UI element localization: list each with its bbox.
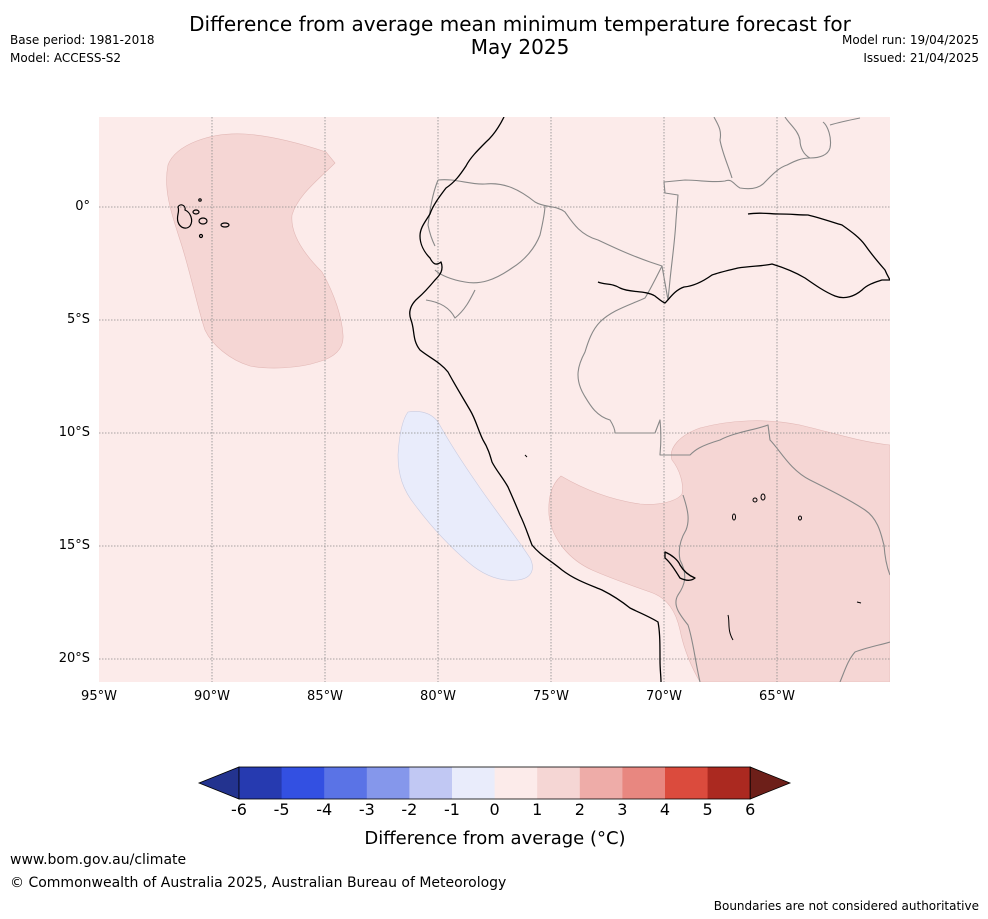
colorbar-tick-label: -2 bbox=[401, 800, 418, 819]
website-link[interactable]: www.bom.gov.au/climate bbox=[10, 852, 187, 868]
colorbar-swatch bbox=[324, 767, 368, 799]
colorbar-extend-high bbox=[749, 766, 792, 800]
lon-label-75w: 75°W bbox=[533, 689, 569, 704]
lat-label-15s: 15°S bbox=[58, 538, 90, 553]
colorbar-swatch bbox=[579, 767, 623, 799]
model-run: Model run: 19/04/2025 bbox=[841, 33, 979, 47]
lat-label-20s: 20°S bbox=[58, 651, 90, 666]
title-line-2: May 2025 bbox=[470, 35, 570, 59]
colorbar-swatch bbox=[409, 767, 453, 799]
colorbar-label: Difference from average (°C) bbox=[364, 828, 626, 849]
colorbar-tick-label: -3 bbox=[358, 800, 375, 819]
coastline bbox=[409, 117, 890, 682]
country-borders bbox=[425, 117, 890, 682]
lat-label-0: 0° bbox=[75, 199, 90, 214]
colorbar-swatch bbox=[494, 767, 538, 799]
colorbar-swatch bbox=[622, 767, 666, 799]
colorbar-tick-label: -5 bbox=[273, 800, 290, 819]
disclaimer-text: Boundaries are not considered authoritat… bbox=[713, 899, 979, 913]
title-line-1: Difference from average mean minimum tem… bbox=[189, 12, 851, 36]
warm-anomaly-bolivia bbox=[548, 420, 890, 682]
chart-title: Difference from average mean minimum tem… bbox=[150, 13, 890, 59]
model-name: Model: ACCESS-S2 bbox=[10, 51, 122, 65]
gridlines bbox=[99, 117, 890, 682]
colorbar-tick-label: 5 bbox=[702, 800, 713, 819]
colorbar-swatch bbox=[707, 767, 751, 799]
colorbar-swatch bbox=[452, 767, 496, 799]
lon-label-65w: 65°W bbox=[759, 689, 795, 704]
colorbar-swatches bbox=[197, 766, 792, 800]
map-area bbox=[99, 117, 890, 682]
meta-right: Model run: 19/04/2025 Issued: 21/04/2025 bbox=[842, 31, 979, 67]
lon-label-70w: 70°W bbox=[646, 689, 682, 704]
colorbar-tick-label: 1 bbox=[532, 800, 543, 819]
colorbar-swatch bbox=[281, 767, 325, 799]
colorbar-swatch bbox=[366, 767, 410, 799]
lon-label-85w: 85°W bbox=[307, 689, 343, 704]
lon-label-80w: 80°W bbox=[420, 689, 456, 704]
lon-label-95w: 95°W bbox=[81, 689, 117, 704]
colorbar-tick-label: 2 bbox=[574, 800, 585, 819]
lon-label-90w: 90°W bbox=[194, 689, 230, 704]
colorbar-tick-label: 0 bbox=[489, 800, 500, 819]
lat-label-5s: 5°S bbox=[66, 312, 90, 327]
inland-lakes bbox=[524, 454, 862, 641]
issued-date: Issued: 21/04/2025 bbox=[863, 51, 979, 65]
meta-left: Base period: 1981-2018 Model: ACCESS-S2 bbox=[10, 31, 155, 67]
colorbar-extend-low bbox=[197, 766, 240, 800]
galapagos-islands bbox=[176, 198, 230, 239]
warm-anomaly-galapagos bbox=[166, 133, 344, 369]
colorbar-tick-label: 4 bbox=[659, 800, 671, 819]
colorbar-tick-label: 3 bbox=[617, 800, 628, 819]
colorbar-swatch bbox=[537, 767, 581, 799]
colorbar-swatch bbox=[239, 767, 283, 799]
colorbar-swatch bbox=[665, 767, 709, 799]
copyright-text: © Commonwealth of Australia 2025, Austra… bbox=[10, 875, 507, 891]
colorbar-tick-label: -6 bbox=[231, 800, 247, 819]
cool-anomaly-peru-coast bbox=[397, 411, 533, 581]
base-period: Base period: 1981-2018 bbox=[10, 33, 155, 47]
colorbar-tick-label: -1 bbox=[444, 800, 460, 819]
colorbar-tick-label: 6 bbox=[745, 800, 756, 819]
lat-label-10s: 10°S bbox=[58, 425, 90, 440]
colorbar-tick-label: -4 bbox=[316, 800, 333, 819]
